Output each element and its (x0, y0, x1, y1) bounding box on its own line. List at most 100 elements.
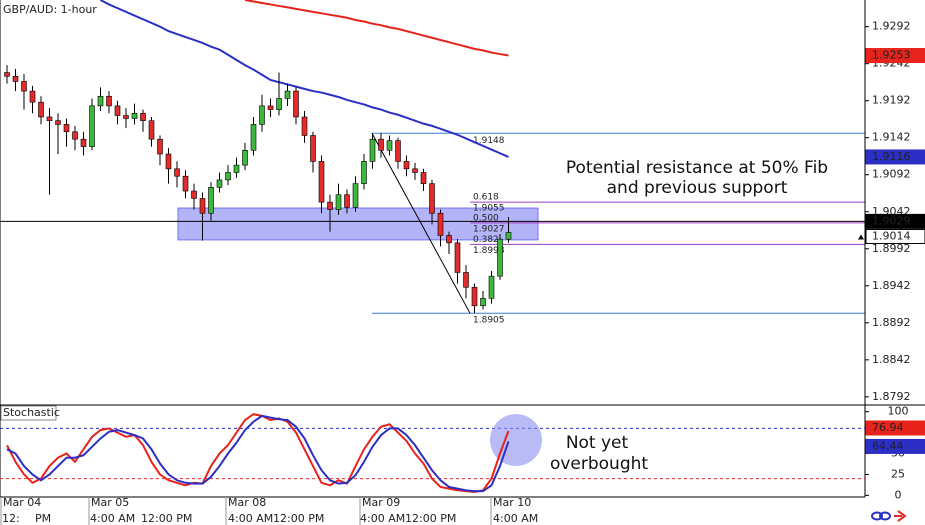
candle-body (182, 175, 189, 192)
candle-body (216, 179, 223, 188)
stoch-tag-bg (865, 420, 925, 436)
toolbar-icons[interactable] (871, 510, 907, 522)
candle-body (327, 201, 333, 210)
x-time-label: 4:00 AM (90, 512, 135, 525)
candle-body (174, 168, 180, 177)
candle-body (208, 187, 214, 214)
fib-high-label: 1.9148 (473, 136, 505, 146)
last-price-arrow (858, 234, 864, 240)
x-time-label: 12:00 PM (273, 512, 324, 525)
y-tick-label: 1.9292 (872, 20, 911, 33)
fib-trendline (371, 133, 471, 314)
candle-body (395, 140, 401, 162)
x-date-label: Mar 04 (3, 496, 41, 509)
candle-body (344, 194, 350, 208)
ma-price-tag-bg (865, 149, 925, 165)
fib-ratio-label: 0.500 (473, 213, 499, 223)
y-tick-label: 1.8892 (872, 316, 911, 329)
y-tick-label: 1.9142 (872, 131, 911, 144)
stoch-tag: 76.94 (872, 421, 904, 434)
candle-body (488, 275, 495, 299)
candle-body (386, 140, 393, 151)
stoch-annotation: overbought (550, 454, 648, 474)
candle-body (429, 183, 435, 214)
candle-body (259, 105, 265, 125)
x-date-label: Mar 09 (362, 496, 400, 509)
candle-body (225, 172, 231, 181)
candle-body (97, 95, 104, 107)
link-icon[interactable] (879, 511, 891, 521)
fib-value-label: 1.9055 (473, 204, 505, 214)
candle-body (505, 232, 512, 240)
candle-body (233, 164, 240, 173)
fib-value-label: 1.9027 (473, 224, 505, 234)
highlight-circle (490, 414, 542, 466)
candle-body (114, 105, 121, 116)
y-tick-label: 1.8992 (872, 242, 911, 255)
x-time-label: 12: (2, 512, 20, 525)
candle-body (165, 153, 172, 170)
candle-body (369, 138, 376, 162)
candle-body (403, 161, 410, 170)
candle-body (29, 90, 36, 103)
moving-average (244, 0, 509, 57)
x-date-label: Mar 10 (493, 496, 531, 509)
fib-ratio-label: 0.382 (473, 235, 499, 245)
candle-body (437, 212, 444, 236)
line-price-tag: 1.9029 (872, 214, 911, 227)
candle-body (148, 120, 155, 140)
candle-body (12, 75, 19, 82)
x-time-label: 4:00 AM (360, 512, 405, 525)
y-tick-label: 1.8792 (872, 390, 911, 403)
candle-body (80, 138, 87, 147)
candle-body (63, 124, 70, 133)
candle-body (199, 198, 206, 214)
candle-body (38, 101, 44, 118)
support-resistance-zone (177, 207, 539, 241)
plot: 1.9148 1.8905 0.6181.90550.5001.90270.3821… (0, 0, 865, 326)
x-time-label: 4:00 AM (493, 512, 538, 525)
arrow-icon[interactable] (894, 510, 907, 522)
stoch-title: Stochastic (3, 406, 60, 419)
annotation: Potential resistance at 50% Fib (566, 158, 828, 178)
stoch-y-tick-label: 25 (891, 467, 905, 480)
stoch-tag-bg (865, 438, 925, 454)
candle-body (352, 183, 359, 208)
ma-price-tag: 1.9253 (872, 49, 911, 62)
title-box (1, 1, 99, 17)
candle-body (361, 161, 367, 184)
x-date-label: Mar 08 (228, 496, 266, 509)
fib-value-label: 1.8998 (473, 246, 505, 256)
candle-body (463, 272, 469, 288)
candle-body (276, 98, 282, 110)
candle-body (123, 115, 129, 119)
x-time-label: PM (35, 512, 51, 525)
candle-body (310, 135, 316, 162)
stoch-tag: 64.44 (872, 439, 904, 452)
stoch-annotation: Not yet (566, 433, 629, 453)
stoch-y-tick-label: 0 (895, 488, 902, 501)
candle-body (72, 131, 78, 140)
candle-body (446, 235, 452, 244)
stoch-line (6, 413, 510, 493)
candle-body (267, 105, 274, 110)
last-price-tag: 1.9014 (872, 229, 911, 242)
ma-price-tag-bg (865, 48, 925, 64)
candle-body (250, 124, 257, 151)
annotation: and previous support (607, 178, 788, 198)
link-icon[interactable] (871, 511, 883, 521)
y-tick-label: 1.9092 (872, 168, 911, 181)
candle-body (454, 242, 461, 273)
candle-body (480, 298, 486, 307)
moving-average (100, 0, 509, 158)
x-time-label: 12:00 PM (405, 512, 456, 525)
candle-body (412, 168, 418, 173)
y-tick-label: 1.9192 (872, 94, 911, 107)
x-time-label: 12:00 PM (141, 512, 192, 525)
candle-body (106, 95, 112, 107)
candle-body (157, 138, 163, 155)
ma-price-tag: 1.9116 (872, 150, 911, 163)
stoch-y-tick-label: 100 (888, 405, 909, 418)
